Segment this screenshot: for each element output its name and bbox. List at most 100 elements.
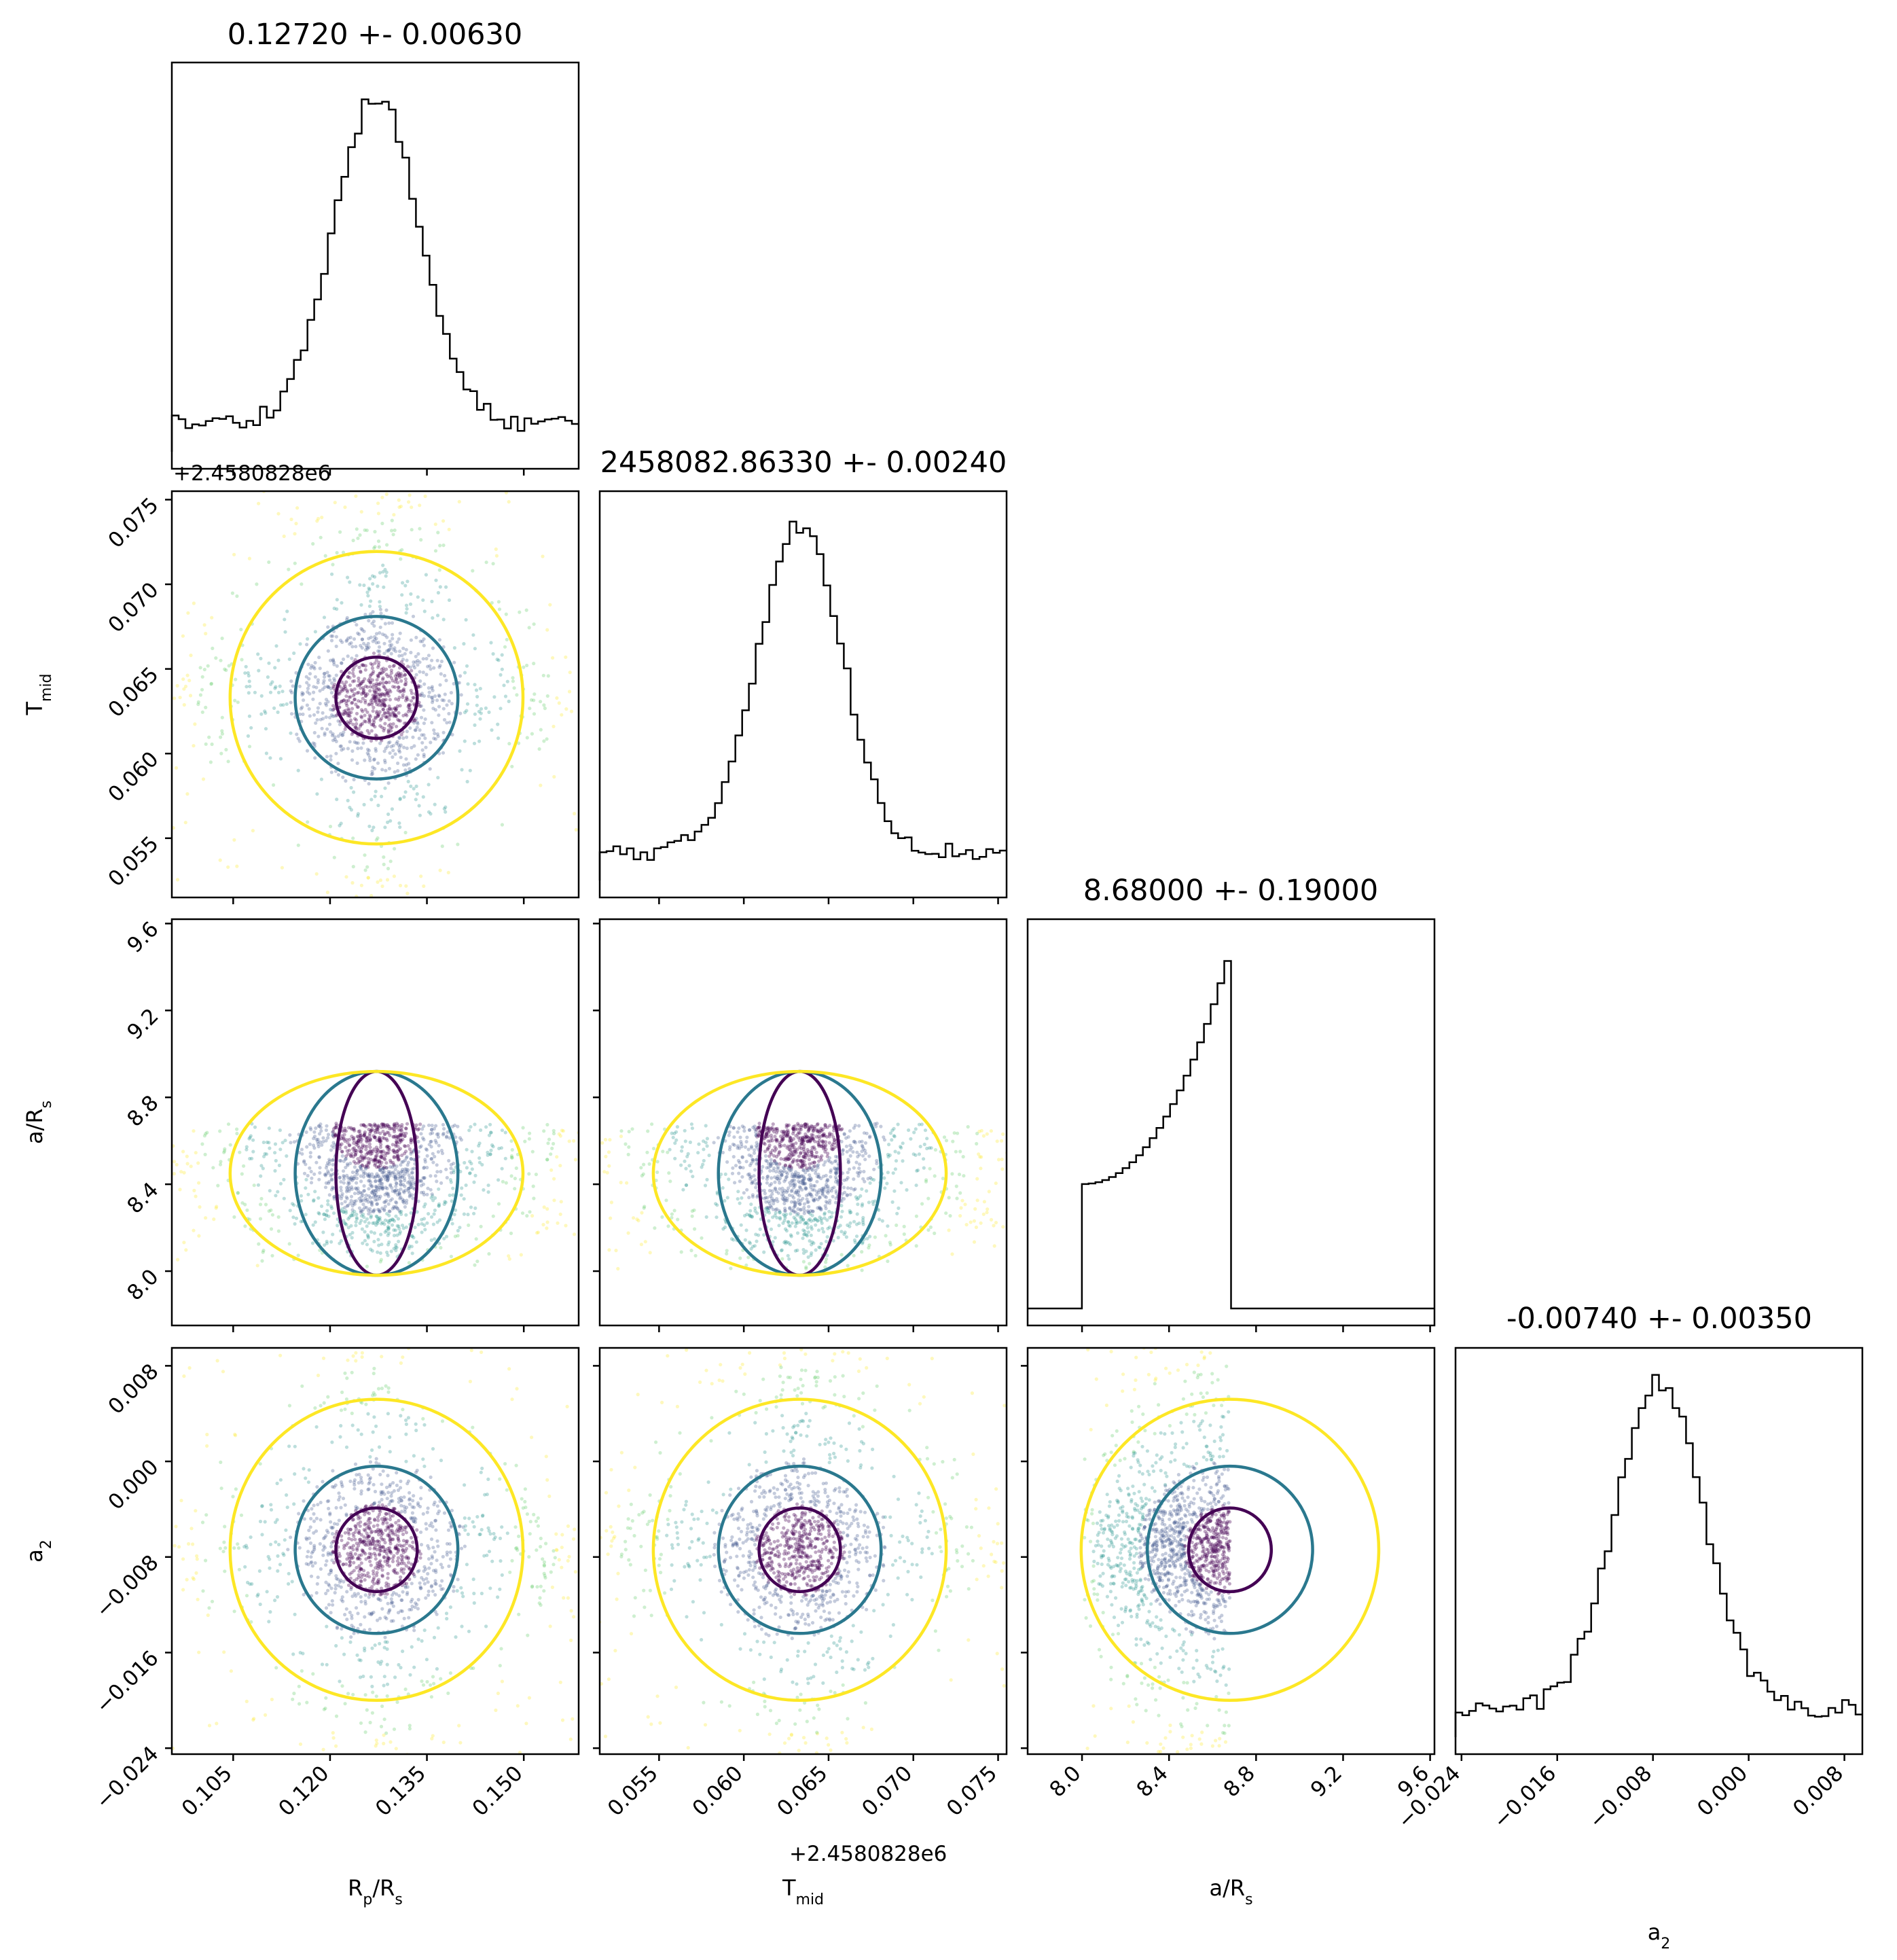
scatter-point	[793, 1249, 797, 1253]
scatter-point	[344, 779, 348, 783]
scatter-point	[813, 1155, 817, 1159]
scatter-point	[340, 680, 344, 684]
scatter-point	[406, 1189, 411, 1193]
scatter-point	[560, 713, 564, 717]
scatter-point	[393, 707, 397, 711]
scatter-point	[324, 1534, 328, 1538]
scatter-point	[774, 1162, 779, 1166]
scatter-point	[187, 1542, 191, 1546]
scatter-point	[320, 516, 324, 520]
scatter-point	[250, 1156, 254, 1160]
scatter-point	[433, 1237, 437, 1241]
scatter-point	[416, 685, 421, 690]
scatter-point	[424, 1527, 429, 1531]
scatter-point	[828, 1198, 832, 1202]
scatter-point	[753, 1209, 757, 1213]
scatter-point	[736, 1197, 740, 1201]
scatter-point	[325, 1124, 329, 1128]
scatter-point	[365, 710, 369, 714]
scatter-point	[376, 1126, 380, 1131]
scatter-point	[394, 713, 398, 717]
scatter-point	[791, 1126, 795, 1130]
scatter-point	[389, 1499, 393, 1504]
scatter-point	[792, 1129, 796, 1133]
scatter-point	[584, 1154, 588, 1157]
scatter-point	[395, 741, 399, 745]
scatter-point	[400, 1160, 404, 1164]
scatter-point	[368, 715, 373, 719]
scatter-point	[795, 1189, 799, 1193]
scatter-point	[423, 1160, 427, 1164]
scatter-point	[804, 1221, 808, 1225]
scatter-point	[249, 1535, 253, 1539]
scatter-point	[400, 1175, 404, 1179]
scatter-point	[410, 1251, 414, 1255]
scatter-point	[247, 556, 251, 560]
scatter-point	[446, 393, 449, 396]
scatter-point	[372, 718, 376, 722]
scatter-point	[474, 1237, 478, 1241]
scatter-point	[367, 1552, 372, 1556]
scatter-point	[344, 701, 348, 705]
scatter-point	[435, 1170, 439, 1174]
scatter-point	[768, 1139, 772, 1143]
scatter-point	[785, 1189, 790, 1193]
scatter-point	[792, 1205, 796, 1209]
scatter-point	[318, 702, 322, 706]
scatter-point	[377, 1217, 381, 1221]
scatter-point	[211, 1166, 215, 1170]
scatter-point	[362, 1569, 366, 1573]
scatter-point	[772, 1161, 776, 1165]
scatter-point	[300, 691, 304, 695]
scatter-point	[423, 1228, 427, 1232]
scatter-point	[331, 1232, 335, 1236]
scatter-point	[433, 708, 437, 712]
scatter-point	[866, 1177, 870, 1181]
scatter-point	[378, 1160, 382, 1164]
scatter-point	[391, 1604, 396, 1608]
scatter-point	[336, 1857, 339, 1861]
scatter-point	[796, 1190, 800, 1194]
scatter-point	[799, 1198, 803, 1202]
scatter-point	[348, 1556, 352, 1561]
scatter-point	[204, 1513, 209, 1517]
scatter-point	[380, 738, 384, 743]
scatter-point	[346, 654, 350, 658]
scatter-point	[495, 658, 499, 662]
scatter-point	[778, 1143, 782, 1147]
scatter-point	[331, 1133, 335, 1137]
scatter-point	[244, 1544, 248, 1548]
scatter-point	[816, 1198, 820, 1202]
scatter-point	[397, 1134, 401, 1138]
scatter-point	[422, 1176, 426, 1180]
scatter-point	[859, 1170, 863, 1174]
scatter-point	[398, 1175, 402, 1179]
scatter-point	[441, 1554, 445, 1558]
scatter-point	[373, 1128, 377, 1133]
scatter-point	[501, 1179, 505, 1183]
scatter-point	[306, 637, 310, 641]
scatter-point	[684, 1183, 689, 1188]
scatter-point	[393, 847, 397, 851]
scatter-point	[778, 1217, 782, 1221]
scatter-point	[748, 1214, 753, 1219]
scatter-point	[463, 671, 467, 675]
scatter-point	[349, 479, 353, 482]
scatter-point	[352, 1127, 356, 1131]
scatter-point	[375, 1202, 379, 1206]
scatter-point	[774, 1147, 778, 1151]
scatter-point	[402, 690, 406, 694]
scatter-point	[314, 1529, 319, 1533]
scatter-point	[295, 732, 299, 736]
scatter-point	[340, 1598, 344, 1602]
scatter-point	[395, 1140, 399, 1144]
scatter-point	[402, 1176, 407, 1180]
scatter-point	[278, 684, 282, 688]
scatter-point	[484, 560, 488, 565]
scatter-point	[333, 1133, 338, 1137]
scatter-point	[346, 798, 350, 802]
scatter-point	[821, 1133, 825, 1137]
scatter-point	[242, 1164, 246, 1168]
scatter-point	[329, 1205, 333, 1209]
scatter-point	[384, 492, 389, 497]
